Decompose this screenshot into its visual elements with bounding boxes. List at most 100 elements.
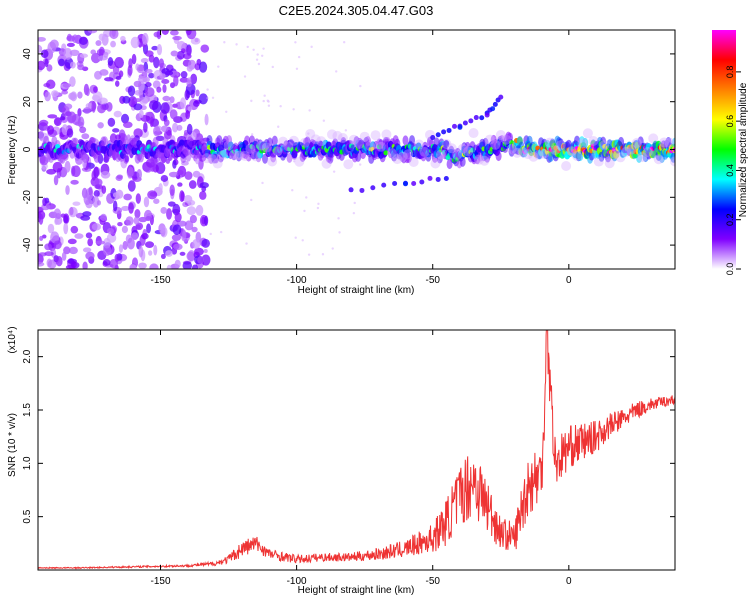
- spectrogram-cell: [160, 207, 168, 214]
- spectrogram-cell: [186, 79, 192, 88]
- spectrogram-cell: [305, 196, 308, 199]
- spectrogram-cell: [127, 237, 135, 250]
- spectrogram-cell: [555, 140, 566, 151]
- spectrogram-cell: [490, 106, 496, 112]
- spectrogram-cell: [83, 193, 92, 206]
- spectrogram-cell: [528, 151, 539, 162]
- spectrogram-cell: [113, 110, 122, 118]
- spectrogram-cell: [144, 87, 155, 97]
- spectrogram-cell: [307, 132, 310, 135]
- spectrogram-cell: [297, 55, 301, 59]
- spectrogram-cell: [664, 137, 675, 148]
- spectrogram-cell: [316, 136, 327, 147]
- spectrogram-cell: [112, 192, 120, 198]
- spectrogram-cell: [344, 129, 348, 132]
- spectrogram-cell: [115, 76, 122, 81]
- spectrogram-cell: [70, 91, 78, 102]
- spectrogram-cell: [479, 155, 490, 166]
- spectrogram-cell: [42, 197, 47, 207]
- spectrogram-cell: [173, 243, 183, 251]
- snr-y-multiplier: (x10⁴): [7, 326, 18, 353]
- spectrogram-cell: [257, 62, 261, 66]
- spectrogram-cell: [299, 137, 310, 148]
- spectrogram-cell: [348, 187, 354, 193]
- spectrogram-cell: [402, 135, 409, 146]
- spectrogram-cell: [93, 86, 98, 93]
- spectrogram-cell: [392, 154, 403, 165]
- spectrogram-cell: [672, 137, 675, 148]
- spectrogram-cell: [572, 150, 582, 161]
- spectrogram-cell: [206, 96, 209, 100]
- spectrogram-cell: [44, 243, 52, 251]
- spectrogram-cell: [473, 115, 479, 121]
- spectrogram-cell: [134, 89, 144, 96]
- spectrogram-cell: [49, 39, 59, 50]
- spectrogram-cell: [131, 53, 137, 65]
- spectrogram-cell: [484, 134, 495, 145]
- spectrogram-cell: [495, 151, 502, 162]
- spectrogram-cell: [117, 222, 123, 227]
- spectrogram-cell: [615, 152, 626, 163]
- spectrogram-cell: [303, 209, 306, 213]
- spectrogram-cell: [160, 102, 170, 114]
- colorbar-tick-label: 0.8: [725, 66, 735, 79]
- spectrogram-cell: [492, 101, 498, 107]
- snr-frame: [37, 329, 676, 571]
- spectrogram-cell: [91, 223, 101, 231]
- spectrogram-cell: [65, 264, 76, 269]
- spectrogram-cell: [427, 175, 433, 181]
- spectrogram-cell: [457, 124, 463, 130]
- spectrogram-cell: [143, 121, 148, 133]
- spectrogram-cell: [90, 49, 97, 55]
- spectrogram-cell: [182, 229, 187, 240]
- spectrogram-cell: [142, 32, 149, 45]
- spectrogram-cell: [98, 33, 105, 41]
- spectrogram-cell: [459, 156, 466, 167]
- spectrogram-cell: [176, 124, 183, 131]
- spectrogram-cell: [443, 140, 450, 149]
- colorbar: 0.0 0.2 0.4 0.6 0.8 Normalized spectral ampl…: [712, 30, 749, 275]
- spectrogram-cell: [116, 174, 123, 180]
- spectrogram-cell: [85, 87, 90, 97]
- spectrogram-cell: [104, 77, 114, 82]
- spectrogram-cell: [160, 253, 166, 259]
- spectrogram-cell: [118, 244, 124, 253]
- spectrogram-cell: [121, 225, 128, 234]
- spectrogram-cell: [331, 247, 334, 250]
- spectrogram-cell: [152, 136, 159, 147]
- spectrogram-cell: [180, 71, 188, 79]
- snr-series-line: [38, 330, 675, 570]
- spectrogram-cell: [430, 135, 436, 141]
- figure-title: C2E5.2024.305.04.47.G03: [279, 3, 434, 18]
- spectrogram-cell: [52, 161, 63, 173]
- spectrogram-cell: [107, 57, 114, 66]
- spectrogram-cell: [185, 109, 191, 120]
- spectrogram-cell: [93, 189, 100, 198]
- spectrogram-cell: [127, 64, 133, 76]
- spectrogram-cell: [97, 103, 106, 114]
- spectrogram-cell: [182, 261, 192, 269]
- spectrogram-cell: [85, 251, 95, 260]
- spectrogram-cell: [122, 240, 128, 250]
- spectrogram-cell: [65, 185, 70, 196]
- spectrogram-cell: [46, 64, 53, 72]
- spectrogram-cell: [206, 135, 213, 146]
- spectrogram-cell: [189, 214, 197, 224]
- spectrogram-cell: [71, 165, 81, 178]
- spectrogram-cell: [593, 156, 604, 167]
- spectrogram-cell: [169, 184, 175, 196]
- spectrogram-cell: [97, 122, 104, 129]
- spectrogram-cell: [370, 185, 376, 191]
- spectrogram-cell: [200, 44, 210, 53]
- spectrogram-cell: [186, 123, 193, 135]
- spectrogram-cell: [194, 62, 201, 71]
- spectrogram-cell: [441, 129, 447, 135]
- spectrogram-cell: [47, 259, 57, 269]
- spectrogram-cell: [376, 141, 386, 152]
- spectrogram-cell: [38, 44, 43, 54]
- snr-x-ticks: -150 -100 -50 0: [150, 330, 572, 587]
- spectrogram-cell: [106, 227, 115, 235]
- spectrogram-cell: [243, 75, 247, 78]
- spectrogram-cell: [219, 230, 223, 234]
- spectrogram-cell: [670, 152, 675, 163]
